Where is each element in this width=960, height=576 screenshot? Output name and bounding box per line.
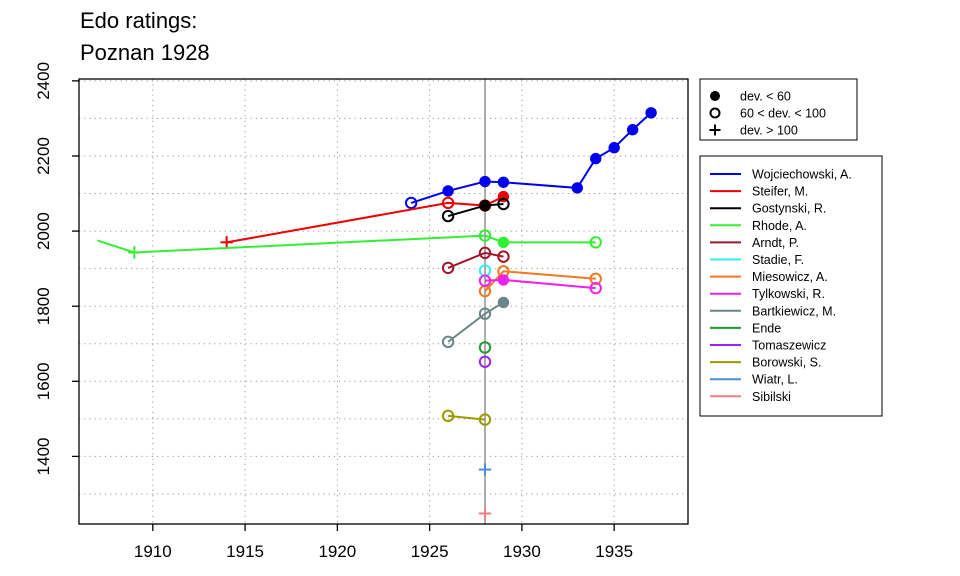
- marker-legend-label: 60 < dev. < 100: [740, 107, 826, 121]
- series-line: [484, 270, 596, 292]
- series-wojciechowski-a: [404, 107, 657, 210]
- data-point-plus: [478, 463, 492, 476]
- legend-label: Gostynski, R.: [752, 202, 826, 216]
- marker-legend: dev. < 60 60 < dev. < 100 dev. > 100: [699, 78, 858, 141]
- data-point-plus: [220, 236, 233, 249]
- data-point-filled: [442, 185, 454, 197]
- data-point-plus: [709, 124, 721, 136]
- legend-label: Arndt, P.: [752, 236, 799, 250]
- legend-label: Stadie, F.: [752, 253, 804, 267]
- chart-subtitle: Poznan 1928: [80, 40, 210, 65]
- marker-legend-label: dev. > 100: [740, 124, 798, 138]
- data-point-filled: [645, 107, 657, 119]
- data-point-open: [441, 409, 455, 423]
- data-point-open: [441, 335, 455, 349]
- data-point-filled: [626, 123, 639, 136]
- series-bartkiewicz-m: [441, 296, 510, 349]
- data-point-open: [589, 236, 602, 249]
- data-point-open: [478, 246, 492, 260]
- series-line: [447, 301, 504, 343]
- series-gostynski-r: [441, 197, 510, 223]
- data-point-open: [478, 355, 492, 368]
- data-point-open: [441, 209, 455, 223]
- series-arndt-p: [441, 246, 510, 275]
- y-tick-label: 2400: [34, 62, 53, 100]
- data-point-open: [478, 274, 492, 287]
- marker-legend-label: dev. < 60: [740, 90, 791, 104]
- legend-label: Miesowicz, A.: [752, 270, 828, 284]
- series-line: [226, 195, 504, 244]
- data-point-open: [497, 197, 510, 211]
- data-point-open: [589, 281, 602, 295]
- series-tylkowski-r: [478, 274, 602, 295]
- legend-label: Rhode, A.: [752, 219, 807, 233]
- data-point-open: [497, 250, 510, 263]
- chart-title: Edo ratings:: [80, 8, 197, 33]
- grid-lines: [79, 79, 688, 524]
- y-tick-label: 1800: [34, 287, 53, 325]
- series-borowski-s: [441, 409, 492, 426]
- data-point-open: [589, 272, 602, 285]
- data-point-open: [404, 196, 418, 210]
- series-sibilski: [478, 507, 492, 520]
- series-line: [97, 234, 596, 254]
- data-point-open: [441, 196, 455, 210]
- legend-label: Ende: [752, 321, 781, 335]
- legend-label: Tylkowski, R.: [752, 287, 825, 301]
- data-point-filled: [571, 182, 583, 194]
- series-legend-box: [699, 155, 883, 417]
- data-point-filled: [497, 274, 510, 286]
- x-tick-label: 1925: [411, 542, 449, 561]
- y-tick-label: 1600: [34, 362, 53, 400]
- data-point-open: [441, 261, 455, 275]
- data-point-plus: [128, 246, 141, 259]
- legend-label: Bartkiewicz, M.: [752, 304, 836, 318]
- data-point-open: [478, 307, 492, 320]
- data-point-filled: [497, 296, 510, 309]
- data-point-open: [478, 413, 492, 426]
- axes: 1910 1915 1920 1925 1930 1935 1400 1600 1800 2000…: [34, 62, 633, 561]
- data-point-filled: [497, 236, 510, 249]
- x-tick-label: 1915: [226, 542, 264, 561]
- data-point-open: [709, 107, 721, 119]
- legend-label: Wojciechowski, A.: [752, 168, 852, 182]
- series-legend: Wojciechowski, A. Steifer, M. Gostynski, R…: [699, 155, 883, 417]
- data-point-filled: [710, 91, 720, 101]
- data-point-filled: [479, 199, 491, 212]
- plot-frame: [78, 78, 689, 525]
- x-tick-label: 1930: [503, 542, 541, 561]
- legend-label: Steifer, M.: [752, 185, 808, 199]
- data-point-filled: [590, 152, 602, 165]
- y-tick-label: 1400: [34, 437, 53, 475]
- series-tomaszewicz: [478, 355, 492, 368]
- y-tick-label: 2200: [34, 137, 53, 175]
- series-steifer-m: [220, 190, 510, 249]
- series-rhode-a: [97, 229, 602, 259]
- marker-legend-box: [699, 78, 858, 141]
- legend-label: Borowski, S.: [752, 356, 821, 370]
- series-group: [97, 107, 657, 520]
- data-point-filled: [497, 176, 510, 188]
- legend-label: Wiatr, L.: [752, 373, 798, 387]
- series-ende: [478, 341, 492, 354]
- data-point-plus: [478, 507, 492, 520]
- data-point-open: [478, 341, 492, 354]
- x-tick-label: 1910: [134, 542, 172, 561]
- data-point-filled: [608, 142, 620, 154]
- x-tick-label: 1920: [318, 542, 356, 561]
- y-tick-label: 2000: [34, 212, 53, 250]
- data-point-open: [478, 229, 492, 242]
- legend-label: Sibilski: [752, 390, 791, 404]
- series-wiatr-l: [478, 463, 492, 476]
- x-tick-label: 1935: [595, 542, 633, 561]
- series-line: [447, 251, 504, 269]
- legend-label: Tomaszewicz: [752, 339, 826, 353]
- data-point-filled: [479, 175, 491, 188]
